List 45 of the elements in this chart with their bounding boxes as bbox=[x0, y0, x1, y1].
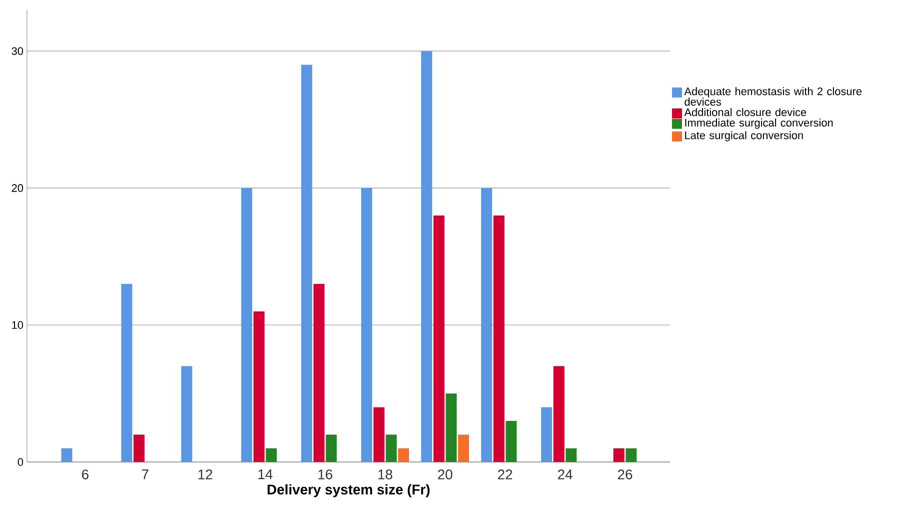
x-tick-label: 26 bbox=[618, 469, 632, 480]
bar bbox=[266, 448, 277, 462]
x-tick-label: 6 bbox=[82, 469, 88, 480]
y-tick-label: 10 bbox=[12, 321, 24, 329]
x-tick-label: 22 bbox=[498, 469, 512, 480]
bar bbox=[134, 434, 145, 462]
bar bbox=[361, 188, 372, 462]
bar bbox=[301, 64, 312, 462]
y-tick-label: 20 bbox=[12, 184, 24, 192]
bar bbox=[541, 407, 552, 462]
bar bbox=[553, 366, 564, 462]
legend-label: Immediate surgical conversion bbox=[685, 118, 833, 129]
bar bbox=[433, 215, 444, 462]
bar bbox=[398, 448, 410, 462]
x-tick-label: 16 bbox=[318, 469, 332, 480]
bar bbox=[241, 188, 252, 462]
bar bbox=[481, 188, 492, 462]
bar bbox=[61, 448, 72, 462]
x-axis-title: Delivery system size (Fr) bbox=[268, 484, 430, 498]
bar bbox=[506, 420, 517, 462]
x-tick-label: 14 bbox=[258, 470, 272, 480]
y-tick-label: 30 bbox=[12, 47, 24, 55]
bar bbox=[253, 311, 264, 462]
x-tick-label: 18 bbox=[378, 469, 392, 480]
y-tick-label: 0 bbox=[18, 458, 24, 466]
bar bbox=[326, 434, 337, 462]
x-tick-label: 24 bbox=[558, 469, 572, 480]
bar bbox=[421, 51, 432, 462]
legend-label: Late surgical conversion bbox=[685, 131, 803, 142]
bar bbox=[373, 407, 384, 462]
legend-label: Additional closure device bbox=[684, 108, 806, 116]
bar bbox=[181, 366, 192, 462]
x-tick-label: 7 bbox=[142, 470, 148, 480]
x-tick-label: 20 bbox=[438, 469, 452, 480]
bar bbox=[446, 394, 457, 462]
bar bbox=[626, 448, 637, 462]
bar bbox=[386, 434, 397, 462]
x-tick-label: 12 bbox=[198, 469, 212, 480]
bar bbox=[613, 448, 624, 462]
legend-label: Adequate hemostasis with 2 closure devices bbox=[684, 87, 862, 106]
bar bbox=[121, 284, 132, 462]
bar bbox=[458, 434, 470, 462]
bar bbox=[493, 215, 504, 462]
bar bbox=[313, 284, 324, 462]
bar bbox=[566, 448, 577, 462]
